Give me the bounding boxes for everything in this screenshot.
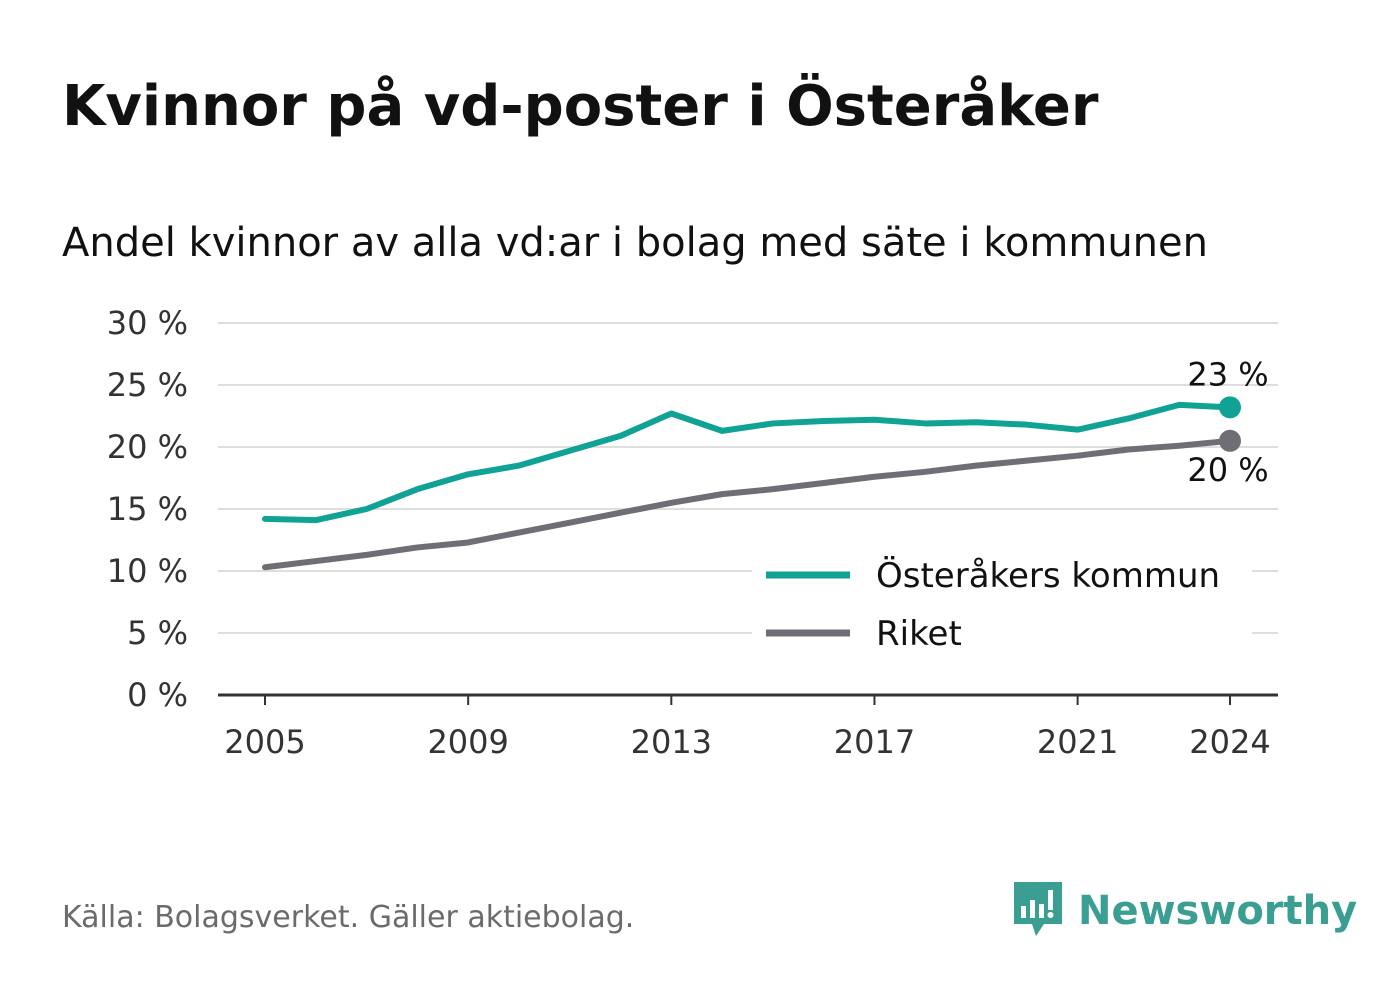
y-tick-label: 25 % xyxy=(107,366,188,404)
x-tick-label: 2013 xyxy=(631,723,712,761)
series-line-riket xyxy=(262,437,1233,571)
y-tick-label: 30 % xyxy=(107,304,188,342)
bar-chart-speech-bubble-icon xyxy=(1010,878,1066,944)
y-tick-label: 15 % xyxy=(107,490,188,528)
series xyxy=(262,396,1241,571)
x-tick-label: 2005 xyxy=(224,723,305,761)
y-tick-label: 5 % xyxy=(127,614,188,652)
y-tick-label: 10 % xyxy=(107,552,188,590)
y-axis-ticks: 0 % 5 % 10 % 15 % 20 % 25 % 30 % xyxy=(107,304,188,714)
legend-label-kommun: Österåkers kommun xyxy=(876,555,1220,596)
x-tick-label: 2017 xyxy=(834,723,915,761)
end-label-kommun: 23 % xyxy=(1187,355,1268,393)
legend-label-riket: Riket xyxy=(876,614,962,654)
y-tick-label: 20 % xyxy=(107,428,188,466)
legend: Österåkers kommun Riket xyxy=(752,548,1252,668)
gridlines xyxy=(218,322,1278,634)
series-line-kommun xyxy=(262,401,1233,524)
brand-logo: Newsworthy xyxy=(1010,878,1357,944)
legend-background xyxy=(752,548,1252,668)
x-tick-label: 2021 xyxy=(1037,723,1118,761)
x-tick-label: 2009 xyxy=(427,723,508,761)
x-tick-label: 2024 xyxy=(1189,723,1270,761)
x-axis-ticks: 2005 2009 2013 2017 2021 2024 xyxy=(224,695,1271,761)
y-tick-label: 0 % xyxy=(127,676,188,714)
end-point-kommun xyxy=(1219,396,1241,419)
chart-subtitle: Andel kvinnor av alla vd:ar i bolag med … xyxy=(62,220,1208,266)
end-label-riket: 20 % xyxy=(1187,451,1268,489)
chart-title: Kvinnor på vd-poster i Österåker xyxy=(62,74,1099,139)
source-note: Källa: Bolagsverket. Gäller aktiebolag. xyxy=(62,900,635,935)
brand-name: Newsworthy xyxy=(1078,888,1358,934)
end-point-riket xyxy=(1219,429,1241,452)
